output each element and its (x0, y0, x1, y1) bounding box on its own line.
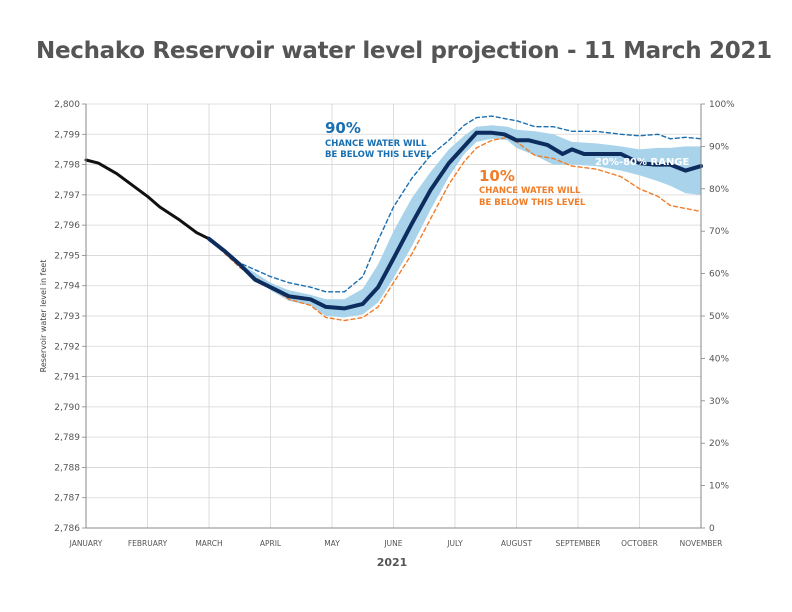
y-tick-label: 2,793 (54, 312, 80, 322)
series-line-observed (84, 158, 211, 241)
chart-title: Nechako Reservoir water level projection… (36, 38, 772, 64)
p90-note-line-1: CHANCE WATER WILL (325, 139, 427, 149)
y2-tick-label: 50% (709, 312, 729, 322)
y-axis-label: Reservoir water level in feet (39, 260, 48, 373)
band-layer (209, 125, 701, 318)
y2-tick-label: 90% (709, 142, 729, 152)
y-tick-label: 2,800 (54, 100, 80, 110)
y-tick-label: 2,789 (54, 433, 80, 443)
p90-note-line-2: BE BELOW THIS LEVEL (325, 150, 432, 160)
series-line-p10 (208, 136, 702, 322)
labels-layer: 2,800 2,799 2,798 2,797 2,796 2,795 2,794 2,793… (54, 100, 735, 548)
x-month-label: APRIL (260, 539, 282, 548)
p90-pct-label: 90% (325, 119, 361, 137)
y-tick-label: 2,797 (54, 191, 80, 201)
y-tick-label: 2,792 (54, 342, 80, 352)
x-month-label: NOVEMBER (680, 539, 723, 548)
y-tick-label: 2,795 (54, 251, 80, 261)
x-month-label: SEPTEMBER (556, 539, 601, 548)
y2-tick-label: 70% (709, 227, 729, 237)
y2-tick-label: 80% (709, 185, 729, 195)
x-month-label: JANUARY (69, 539, 103, 548)
x-month-label: JULY (446, 539, 463, 548)
x-month-label: OCTOBER (621, 539, 658, 548)
band-20-80 (209, 125, 701, 318)
x-axis-label: 2021 (377, 556, 408, 569)
x-month-label: MARCH (195, 539, 222, 548)
y-tick-label: 2,791 (54, 373, 80, 383)
x-month-label: JUNE (383, 539, 402, 548)
band-range-label: 20%-80% RANGE (595, 157, 690, 168)
y-tick-label: 2,794 (54, 282, 80, 292)
y-tick-label: 2,796 (54, 221, 80, 231)
x-month-label: MAY (324, 539, 340, 548)
y2-tick-label: 100% (709, 100, 735, 110)
y2-tick-label: 60% (709, 270, 729, 280)
x-month-label: FEBRUARY (128, 539, 168, 548)
p10-pct-label: 10% (479, 167, 515, 185)
lines-layer (84, 115, 703, 322)
y-tick-label: 2,788 (54, 463, 80, 473)
p10-note-line-1: CHANCE WATER WILL (479, 186, 581, 196)
y-tick-label: 2,786 (54, 524, 80, 534)
y2-tick-label: 0 (709, 524, 715, 534)
y-tick-label: 2,798 (54, 161, 80, 171)
x-month-label: AUGUST (501, 539, 533, 548)
y2-tick-label: 40% (709, 354, 729, 364)
y2-tick-label: 30% (709, 397, 729, 407)
p10-note-line-2: BE BELOW THIS LEVEL (479, 198, 586, 208)
series-line-p90 (208, 115, 702, 293)
y-tick-label: 2,799 (54, 130, 80, 140)
y-tick-label: 2,787 (54, 494, 80, 504)
y-tick-label: 2,790 (54, 403, 80, 413)
axes-layer (82, 103, 705, 529)
series-line-median (207, 130, 703, 311)
y2-tick-label: 20% (709, 439, 729, 449)
y2-tick-label: 10% (709, 482, 729, 492)
